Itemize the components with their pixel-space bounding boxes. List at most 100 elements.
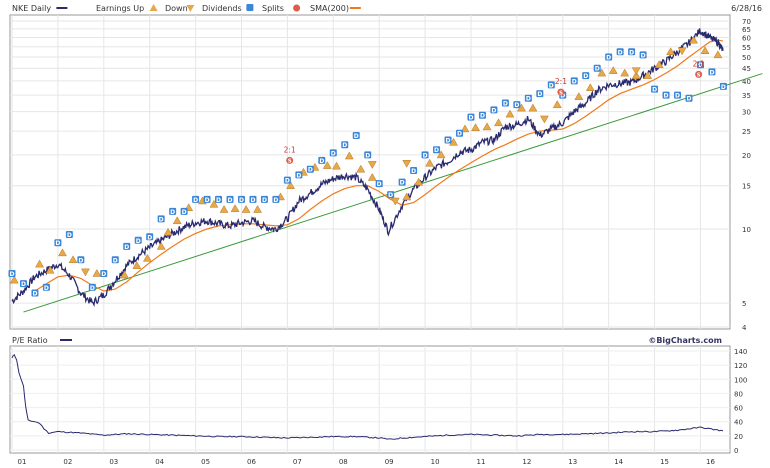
earnings-up-marker <box>552 100 562 108</box>
split-marker <box>557 88 565 96</box>
x-tick-label: 05 <box>201 458 210 466</box>
dividend-marker-glyph: D <box>159 216 164 223</box>
legend-label-earn_down: Down <box>165 4 188 13</box>
price-grid <box>10 15 730 329</box>
dividend-marker <box>31 289 39 297</box>
price-y-tick-label: 70 <box>742 18 751 26</box>
dividend-marker <box>19 280 27 288</box>
dividend-marker-glyph: D <box>423 152 428 159</box>
earnings-up-marker <box>482 122 492 131</box>
dividend-marker <box>88 283 96 291</box>
dividend-marker-glyph: D <box>618 49 623 56</box>
earnings-up-marker <box>666 47 676 56</box>
price-line <box>11 28 724 308</box>
dividend-marker-glyph: D <box>67 232 72 239</box>
pe-y-tick-label: 80 <box>734 390 743 398</box>
dividend-marker-glyph: D <box>90 285 95 292</box>
earnings-up-marker <box>286 181 296 189</box>
earnings-up-marker <box>597 68 607 77</box>
earnings-up-marker <box>643 71 653 79</box>
dividend-marker <box>582 72 590 80</box>
dividend-marker <box>433 146 441 154</box>
dividend-marker-glyph: D <box>21 281 26 288</box>
x-tick-label: 11 <box>477 458 486 466</box>
dividend-marker <box>467 113 475 121</box>
earnings-down-marker <box>390 197 400 206</box>
earnings-up-marker <box>585 83 595 91</box>
pe-title: P/E Ratio <box>12 336 72 345</box>
legend-label-dividends: Dividends <box>202 4 242 13</box>
dividend-marker <box>272 195 280 203</box>
dividend-marker <box>100 269 108 277</box>
x-tick-label: 15 <box>660 458 669 466</box>
dividend-marker-glyph: D <box>560 93 565 100</box>
dividend-marker <box>387 191 395 199</box>
pe-y-axis: 0 20 40 60 80 100 120 140 <box>734 348 747 455</box>
earnings-up-marker <box>58 248 67 257</box>
earnings-up-marker <box>713 50 723 59</box>
earnings-up-marker <box>332 161 341 170</box>
x-tick-label: 02 <box>63 458 72 466</box>
dividend-marker-glyph: D <box>216 197 221 204</box>
dividend-marker <box>398 178 406 186</box>
dividend-marker <box>674 91 682 99</box>
dividend-marker-glyph: D <box>101 271 106 278</box>
earnings-up-marker <box>356 164 366 173</box>
dividend-marker <box>54 239 62 247</box>
dividend-marker-glyph: D <box>503 101 508 108</box>
earnings-up-marker <box>436 150 446 159</box>
earnings-up-marker <box>449 137 458 146</box>
dividend-marker-glyph: D <box>319 158 324 165</box>
price-y-tick-label: 40 <box>742 78 751 86</box>
earnings-up-marker <box>172 216 182 225</box>
price-y-tick-label: 25 <box>742 128 751 136</box>
earnings-down-marker <box>631 67 641 76</box>
dividend-marker <box>146 233 154 241</box>
dividend-marker-glyph: D <box>273 197 278 204</box>
dividend-marker <box>662 91 670 99</box>
dividend-marker <box>226 195 234 203</box>
legend-label-splits: Splits <box>262 4 284 13</box>
earnings-down-marker <box>81 268 90 277</box>
legend-swatch-splits <box>293 4 301 12</box>
dividend-marker <box>352 131 360 139</box>
dividend-marker-glyph: D <box>44 285 49 292</box>
x-tick-label: 14 <box>614 458 623 466</box>
earnings-up-marker <box>92 268 102 277</box>
pe-y-tick-label: 20 <box>734 433 743 441</box>
x-tick-label: 10 <box>431 458 440 466</box>
legend-label-earn_up: Earnings Up <box>96 4 144 13</box>
dividend-marker-glyph: D <box>664 93 669 100</box>
dividend-marker-glyph: D <box>205 197 210 204</box>
dividend-marker-glyph: D <box>411 168 416 175</box>
dividend-marker <box>260 195 268 203</box>
dividend-marker <box>570 77 578 85</box>
chart-date: 6/28/16 <box>731 4 762 13</box>
dividend-marker <box>513 101 521 109</box>
dividend-marker-glyph: D <box>193 197 198 204</box>
dividend-marker <box>444 136 452 144</box>
dividend-marker-glyph: D <box>32 290 37 297</box>
price-y-tick-label: 10 <box>742 226 751 234</box>
dividend-marker <box>215 195 223 203</box>
dividend-marker <box>329 149 337 157</box>
dividend-marker-glyph: D <box>675 93 680 100</box>
earnings-up-marker <box>620 68 630 77</box>
dividend-marker-glyph: D <box>78 257 83 264</box>
pe-title-text: P/E Ratio <box>12 336 48 345</box>
dividend-marker <box>605 53 613 61</box>
dividend-marker-glyph: D <box>113 257 118 264</box>
split-marker <box>695 70 703 78</box>
dividend-marker <box>157 215 165 223</box>
x-tick-label: 06 <box>247 458 256 466</box>
dividend-marker <box>249 195 257 203</box>
pe-y-tick-label: 140 <box>734 348 747 356</box>
split-ratio-label: 2:1 <box>693 59 705 68</box>
pe-y-tick-label: 0 <box>734 447 738 455</box>
earnings-down-marker <box>539 115 549 124</box>
price-y-tick-label: 30 <box>742 109 751 117</box>
earnings-up-marker <box>230 204 240 212</box>
price-y-tick-label: 60 <box>742 34 751 42</box>
dividend-marker-glyph: D <box>250 197 255 204</box>
